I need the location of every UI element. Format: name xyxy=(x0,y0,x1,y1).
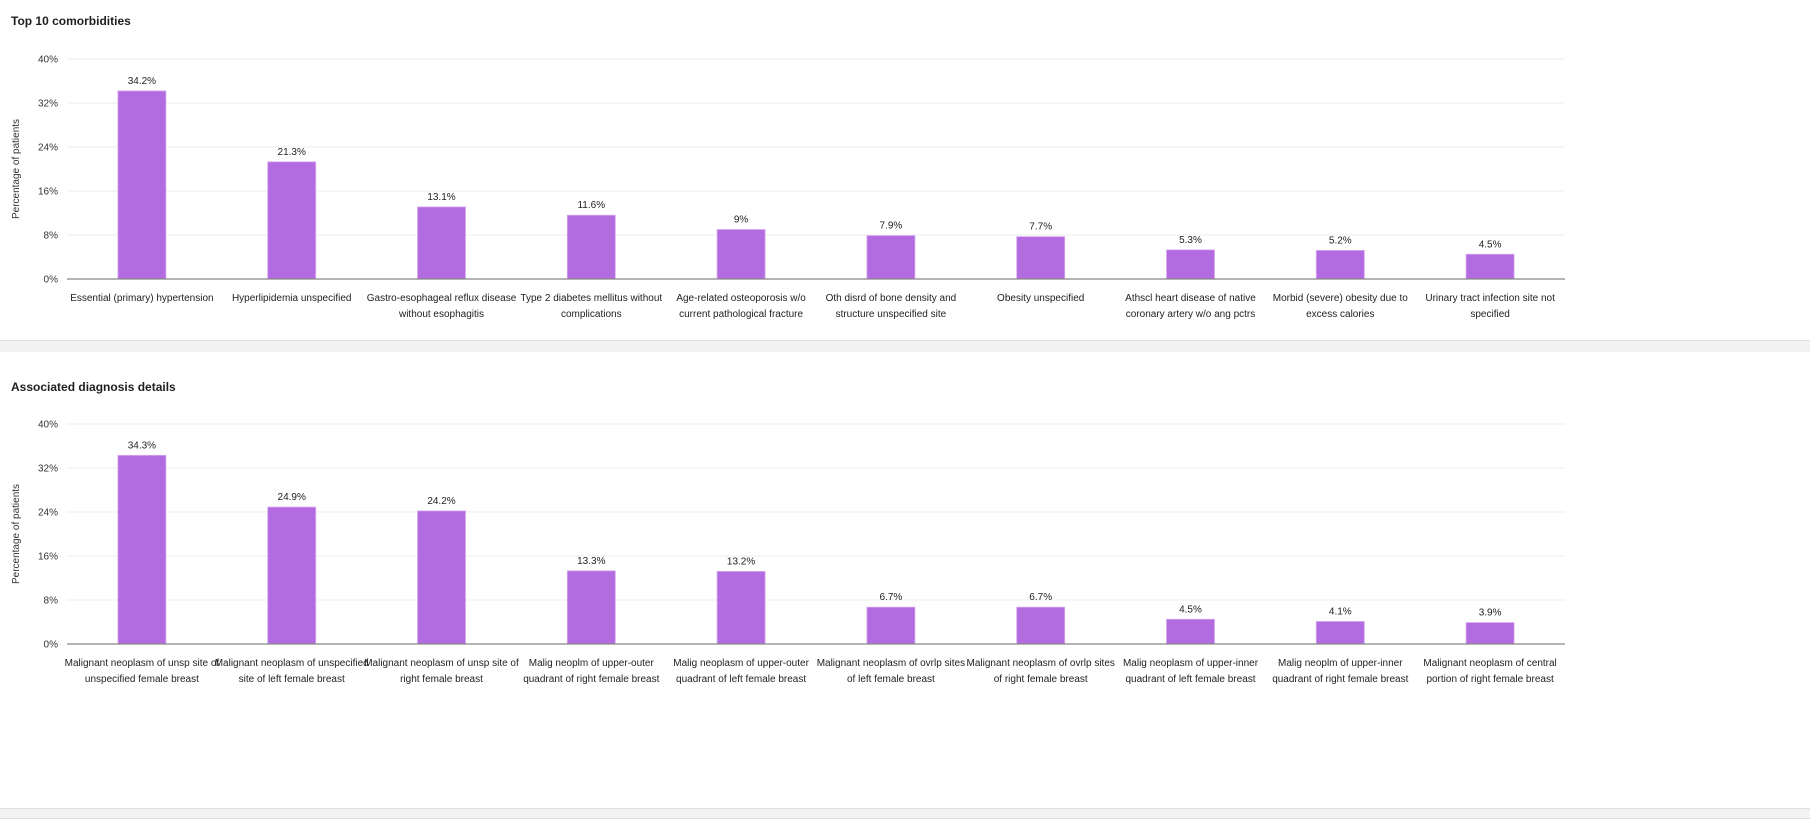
bar xyxy=(716,229,766,280)
bar xyxy=(1016,606,1066,645)
chart-title: Associated diagnosis details xyxy=(11,380,176,394)
bar xyxy=(866,235,916,280)
x-tick-label: Malignant neoplasm of ovrlp sites xyxy=(817,658,965,669)
y-tick-label: 0% xyxy=(44,275,59,286)
bar xyxy=(1465,622,1515,645)
y-tick-label: 8% xyxy=(44,596,59,607)
bar xyxy=(117,90,167,280)
x-tick-label: Athscl heart disease of native xyxy=(1125,293,1256,304)
x-tick-label: Malignant neoplasm of central xyxy=(1423,658,1556,669)
x-tick-label: of left female breast xyxy=(847,674,935,685)
x-tick-label: excess calories xyxy=(1306,309,1374,320)
data-label: 5.3% xyxy=(1179,235,1202,246)
y-tick-label: 32% xyxy=(38,464,58,475)
y-tick-label: 24% xyxy=(38,508,58,519)
x-tick-label: Malig neoplasm of upper-outer xyxy=(673,658,809,669)
data-label: 6.7% xyxy=(1029,592,1052,603)
x-tick-label: quadrant of left female breast xyxy=(676,674,806,685)
x-tick-label: Obesity unspecified xyxy=(997,293,1084,304)
x-tick-label: site of left female breast xyxy=(239,674,345,685)
data-label: 4.5% xyxy=(1479,239,1502,250)
y-tick-label: 16% xyxy=(38,552,58,563)
bar xyxy=(1315,621,1365,645)
x-tick-label: Malig neoplm of upper-inner xyxy=(1278,658,1403,669)
x-tick-label: coronary artery w/o ang pctrs xyxy=(1126,309,1256,320)
bar xyxy=(1016,236,1066,280)
data-label: 21.3% xyxy=(278,147,306,158)
diagnosis-details-panel: Associated diagnosis details 0% 8% 16% 24% 3… xyxy=(0,352,1810,807)
y-tick-label: 32% xyxy=(38,99,58,110)
data-label: 7.9% xyxy=(880,221,903,232)
bar xyxy=(417,206,466,280)
y-axis-label: Percentage of patients xyxy=(11,484,22,584)
x-tick-label: Malignant neoplasm of ovrlp sites xyxy=(966,658,1114,669)
y-tick-label: 40% xyxy=(38,55,58,66)
x-tick-label: right female breast xyxy=(400,674,483,685)
x-tick-label: Morbid (severe) obesity due to xyxy=(1273,293,1409,304)
y-tick-label: 16% xyxy=(38,187,58,198)
y-axis-label: Percentage of patients xyxy=(11,119,22,219)
bar xyxy=(866,606,916,645)
bar xyxy=(1166,249,1215,280)
bar xyxy=(566,214,616,280)
data-label: 13.1% xyxy=(427,192,455,203)
x-tick-label: complications xyxy=(561,309,622,320)
y-tick-label: 40% xyxy=(38,420,58,431)
x-tick-label: Malig neoplm of upper-outer xyxy=(529,658,655,669)
data-label: 13.3% xyxy=(577,556,605,567)
x-tick-label: Age-related osteoporosis w/o xyxy=(676,293,806,304)
x-tick-label: Malignant neoplasm of unsp site of xyxy=(65,658,220,669)
data-label: 34.2% xyxy=(128,76,156,87)
x-tick-label: specified xyxy=(1470,309,1509,320)
x-tick-label: Gastro-esophageal reflux disease xyxy=(367,293,517,304)
comorbidities-panel: Top 10 comorbidities 0% 8% 16% 24% 32% 40% Per… xyxy=(0,0,1810,340)
data-label: 5.2% xyxy=(1329,235,1352,246)
chart-title: Top 10 comorbidities xyxy=(11,14,131,28)
bar xyxy=(566,570,616,645)
data-label: 7.7% xyxy=(1029,222,1052,233)
data-label: 24.2% xyxy=(427,496,455,507)
y-tick-label: 8% xyxy=(44,231,59,242)
x-tick-label: quadrant of left female breast xyxy=(1125,674,1255,685)
bar xyxy=(117,454,167,645)
x-tick-label: Urinary tract infection site not xyxy=(1425,293,1555,304)
bar xyxy=(1315,249,1365,280)
x-tick-label: Type 2 diabetes mellitus without xyxy=(520,293,662,304)
data-label: 34.3% xyxy=(128,440,156,451)
x-tick-label: Hyperlipidemia unspecified xyxy=(232,293,352,304)
x-tick-label: Malignant neoplasm of unsp site of xyxy=(364,658,519,669)
x-tick-label: quadrant of right female breast xyxy=(523,674,659,685)
bar xyxy=(1166,618,1215,645)
y-tick-label: 0% xyxy=(44,640,59,651)
y-tick-label: 24% xyxy=(38,143,58,154)
data-label: 4.5% xyxy=(1179,604,1202,615)
bar xyxy=(1465,253,1515,280)
x-tick-label: current pathological fracture xyxy=(679,309,803,320)
x-tick-label: quadrant of right female breast xyxy=(1272,674,1408,685)
x-tick-label: Essential (primary) hypertension xyxy=(70,293,213,304)
diagnosis-details-chart: 0% 8% 16% 24% 32% 40% Percentage of patients 34… xyxy=(11,420,1565,685)
x-tick-label: Malignant neoplasm of unspecified xyxy=(215,658,369,669)
x-tick-label: without esophagitis xyxy=(398,309,484,320)
x-tick-label: Oth disrd of bone density and xyxy=(826,293,957,304)
data-label: 3.9% xyxy=(1479,608,1502,619)
data-label: 24.9% xyxy=(278,492,306,503)
bar xyxy=(716,570,766,645)
comorbidities-chart: 0% 8% 16% 24% 32% 40% Percentage of patients 34… xyxy=(11,55,1565,320)
x-tick-label: structure unspecified site xyxy=(836,309,947,320)
x-tick-label: unspecified female breast xyxy=(85,674,199,685)
data-label: 9% xyxy=(734,215,749,226)
bar xyxy=(267,506,317,645)
x-tick-label: Malig neoplasm of upper-inner xyxy=(1123,658,1259,669)
bar xyxy=(417,510,466,645)
data-label: 6.7% xyxy=(880,592,903,603)
x-tick-label: portion of right female breast xyxy=(1426,674,1554,685)
data-label: 11.6% xyxy=(577,200,605,211)
data-label: 13.2% xyxy=(727,556,755,567)
data-label: 4.1% xyxy=(1329,606,1352,617)
panel-divider xyxy=(0,808,1810,819)
bar xyxy=(267,161,317,280)
x-tick-label: of right female breast xyxy=(994,674,1088,685)
